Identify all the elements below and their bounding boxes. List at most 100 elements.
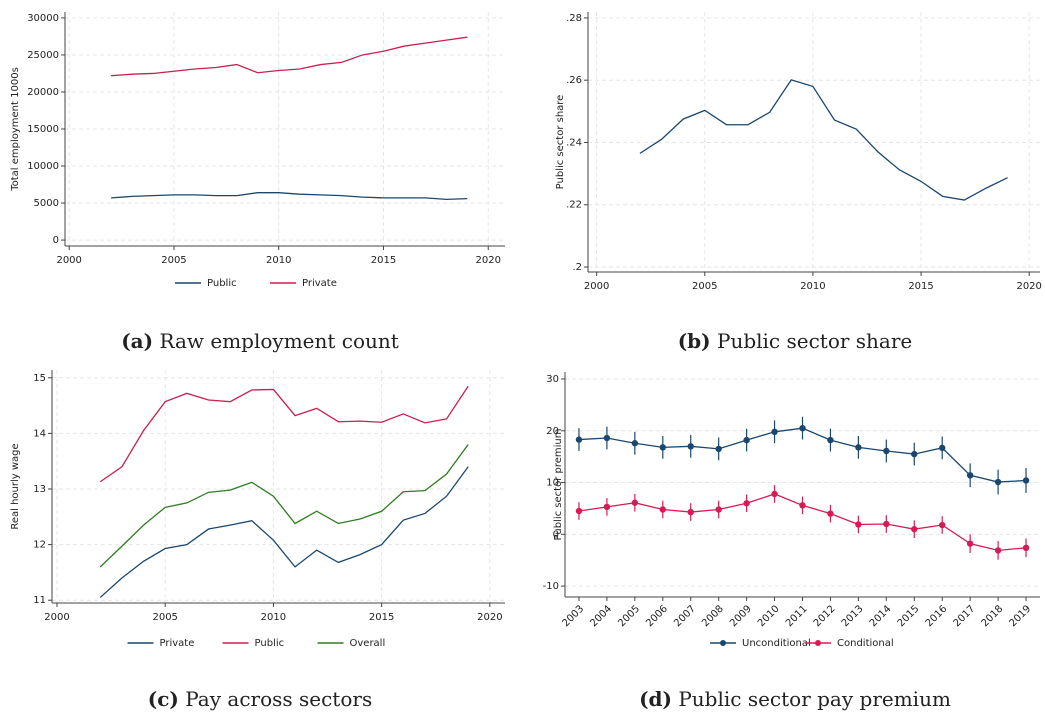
y-tick-label: 15	[33, 373, 46, 384]
series-line	[639, 79, 1008, 201]
panel: 11 12 13 14 15 2000 2005 2010 2015 2020 Real hourl…	[10, 370, 505, 711]
point	[911, 525, 918, 533]
y-tick-label: 10	[546, 478, 559, 489]
y-tick-label: 0	[53, 235, 59, 246]
point	[994, 547, 1002, 554]
point	[603, 503, 611, 511]
point	[855, 444, 862, 451]
point	[827, 510, 834, 517]
x-tick-label: 2005	[152, 612, 177, 623]
x-tick-label: 2015	[896, 603, 922, 629]
y-tick-label: 5000	[34, 198, 59, 209]
y-axis-label: Real hourly wage	[10, 443, 21, 529]
series-line	[111, 36, 468, 77]
y-tick-label: 14	[33, 428, 46, 439]
y-axis-label: Public sector premium	[553, 429, 564, 541]
y-tick-label: 30	[546, 374, 559, 385]
x-tick-label: 2020	[1016, 281, 1041, 292]
caption-label: (a)	[121, 329, 153, 353]
point	[911, 450, 918, 458]
point	[659, 506, 666, 513]
point	[659, 444, 666, 451]
x-tick-label: 2015	[371, 255, 396, 266]
y-tick-label: -10	[543, 581, 559, 592]
caption: (b) Public sector share	[678, 329, 913, 353]
series-line	[111, 192, 468, 200]
y-tick-label: .24	[566, 137, 582, 148]
x-tick-label: 2000	[584, 281, 609, 292]
point	[994, 478, 1002, 486]
point	[743, 500, 750, 507]
legend-label: Private	[160, 638, 195, 649]
caption: (d) Public sector pay premium	[639, 687, 951, 711]
x-tick-label: 2004	[588, 603, 614, 629]
x-tick-label: 2010	[261, 612, 286, 623]
panel: 0 5000 10000 15000 20000 25000 30000 2000 2005 20…	[10, 12, 505, 353]
caption-text: Raw employment count	[159, 329, 398, 353]
x-tick-label: 2016	[924, 603, 950, 629]
point	[1022, 544, 1030, 552]
y-tick-label: .26	[566, 75, 582, 86]
x-tick-label: 2005	[161, 255, 186, 266]
legend-label: Private	[302, 278, 337, 289]
point	[827, 436, 834, 444]
point	[575, 507, 583, 515]
x-tick-label: 2015	[369, 612, 394, 623]
x-tick-label: 2005	[692, 281, 717, 292]
x-tick-label: 2010	[800, 281, 825, 292]
legend-marker	[720, 640, 726, 646]
legend-marker	[815, 640, 821, 646]
y-tick-label: 12	[33, 540, 46, 551]
y-tick-label: 13	[33, 484, 46, 495]
point	[939, 521, 946, 529]
point	[799, 502, 806, 509]
x-tick-label: 2003	[560, 603, 586, 629]
series-line	[99, 385, 469, 483]
point	[855, 521, 862, 528]
point	[883, 520, 890, 528]
legend-label: Unconditional	[742, 638, 811, 649]
x-tick-label: 2000	[56, 255, 81, 266]
y-tick-label: .2	[572, 262, 582, 273]
point	[631, 499, 639, 506]
point	[1022, 477, 1030, 484]
caption: (a) Raw employment count	[121, 329, 399, 353]
caption-text: Public sector pay premium	[678, 687, 951, 711]
panel: .2 .22 .24 .26 .28 2000 2005 2010 2015 2020 Public…	[555, 12, 1042, 353]
x-tick-label: 2013	[840, 603, 866, 629]
point	[966, 472, 974, 479]
point	[883, 447, 890, 455]
y-tick-label: 25000	[27, 50, 59, 61]
y-tick-label: 0	[553, 529, 559, 540]
x-tick-label: 2005	[616, 603, 642, 629]
x-tick-label: 2007	[672, 603, 698, 629]
y-tick-label: 15000	[27, 124, 59, 135]
legend-label: Public	[255, 638, 285, 649]
y-tick-label: 10000	[27, 161, 59, 172]
point	[771, 428, 778, 436]
y-tick-label: 11	[33, 595, 46, 606]
point	[687, 508, 694, 516]
y-axis-label: Public sector share	[555, 95, 566, 190]
x-tick-label: 2009	[728, 603, 754, 629]
x-tick-label: 2012	[812, 603, 838, 629]
y-tick-label: 20	[546, 426, 559, 437]
point	[799, 424, 806, 432]
x-tick-label: 2018	[980, 603, 1006, 629]
point	[966, 540, 974, 547]
y-tick-label: .22	[566, 200, 582, 211]
series-line	[99, 466, 469, 598]
y-tick-label: 30000	[27, 13, 59, 24]
caption-text: Pay across sectors	[185, 687, 372, 711]
x-tick-label: 2017	[952, 603, 978, 629]
x-tick-label: 2006	[644, 603, 670, 629]
point	[631, 440, 639, 447]
x-tick-label: 2015	[908, 281, 933, 292]
point	[687, 443, 694, 450]
series-line	[99, 444, 469, 568]
caption-text: Public sector share	[717, 329, 912, 353]
x-tick-label: 2014	[868, 603, 894, 629]
point	[715, 445, 722, 453]
